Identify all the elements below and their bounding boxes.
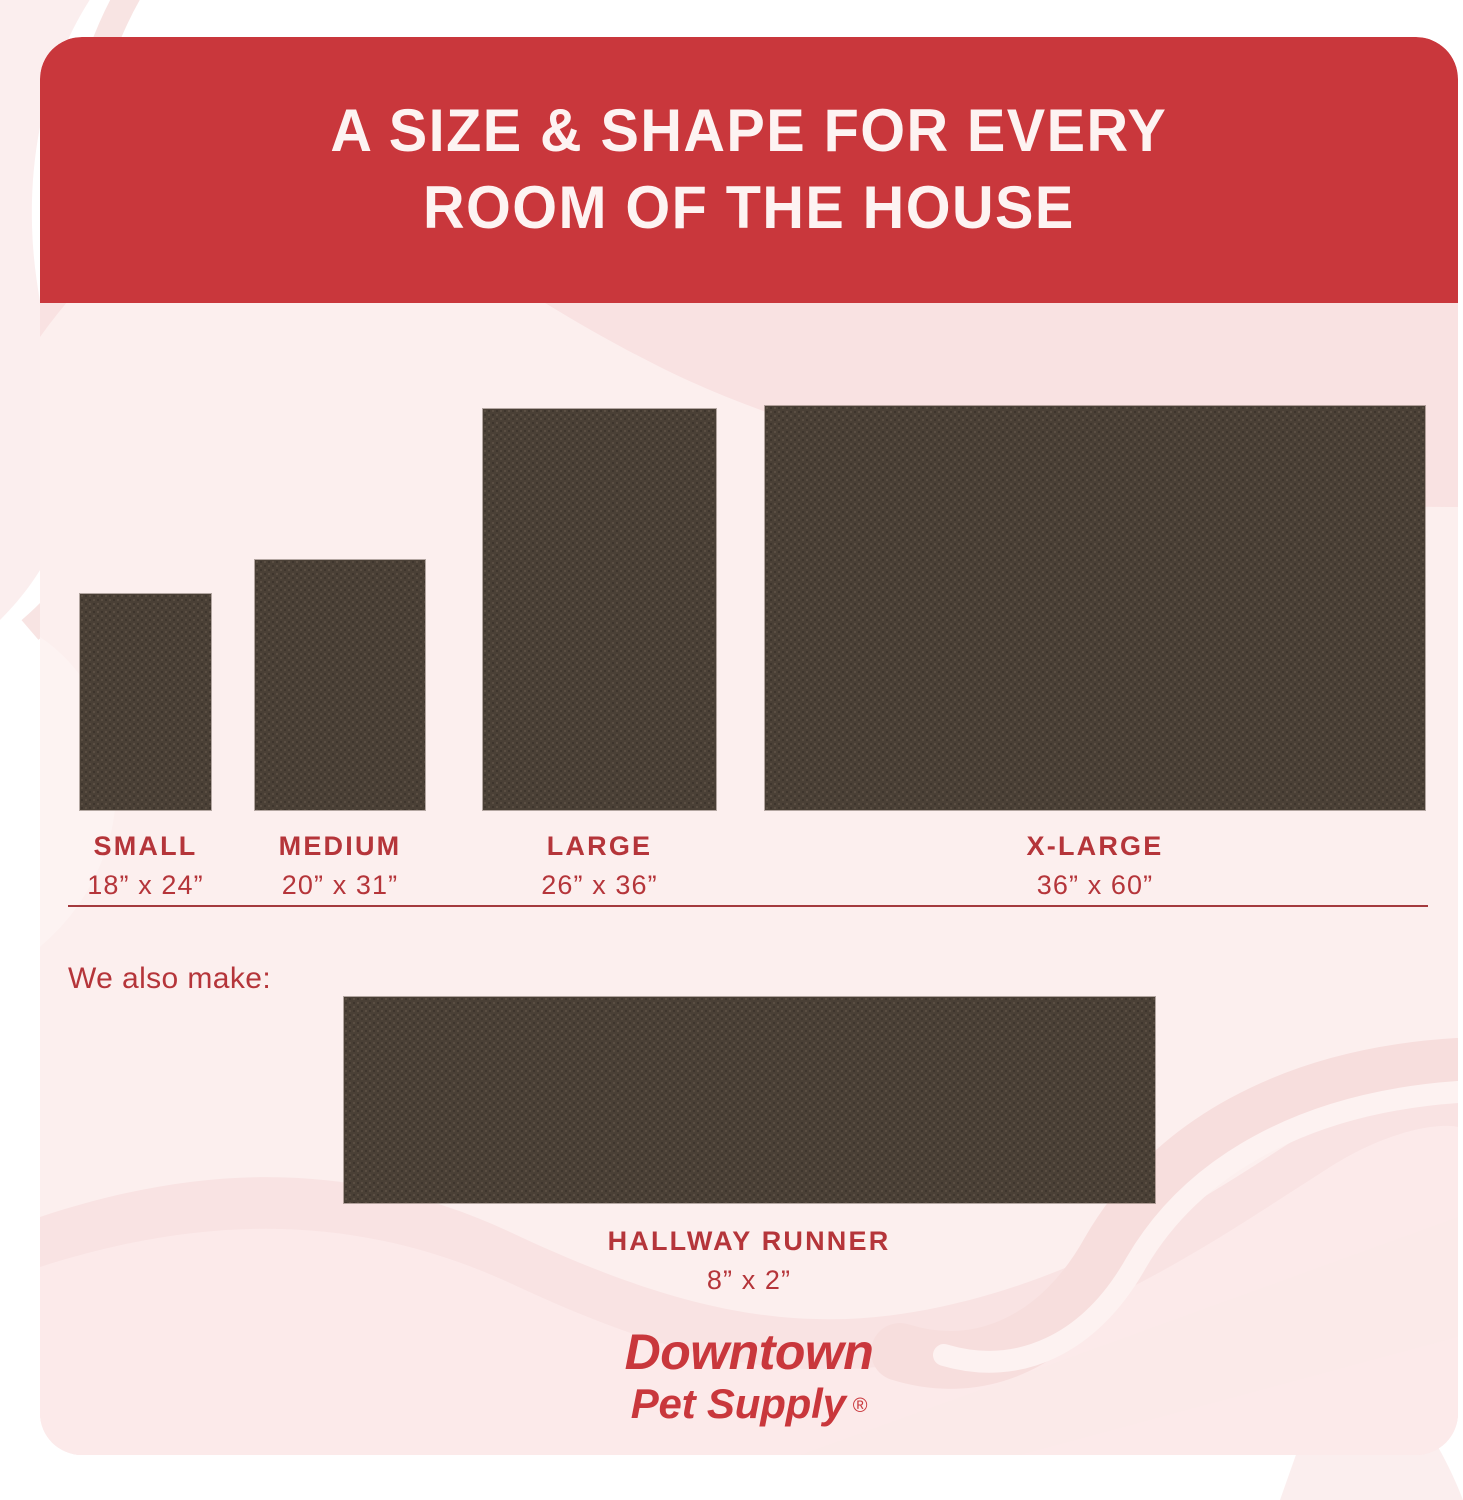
swatch-small: [80, 593, 211, 810]
page-title: A SIZE & SHAPE FOR EVERY ROOM OF THE HOU…: [263, 93, 1234, 247]
swatch-xlarge: [765, 405, 1425, 810]
section-divider: [68, 905, 1428, 907]
size-name-xlarge: X-LARGE: [1026, 830, 1164, 861]
swatch-medium: [255, 559, 425, 810]
size-swatch-row: SMALL 18” x 24” MEDIUM 20” x 31” LARGE 2…: [40, 303, 1458, 903]
diagonal-sheen: [800, 1217, 1458, 1455]
size-item-medium: MEDIUM 20” x 31”: [255, 559, 425, 903]
registered-trademark-icon: ®: [852, 1394, 868, 1417]
size-item-large: LARGE 26” x 36”: [483, 408, 716, 903]
page-title-line-2: ROOM OF THE HOUSE: [423, 174, 1075, 241]
swatch-hallway-runner: [343, 997, 1155, 1203]
size-dimensions-medium: 20” x 31”: [281, 869, 399, 900]
size-label-small: SMALL 18” x 24”: [87, 830, 203, 903]
size-item-small: SMALL 18” x 24”: [80, 593, 211, 903]
runner-label: HALLWAY RUNNER 8” x 2”: [608, 1225, 891, 1298]
page-title-line-1: A SIZE & SHAPE FOR EVERY: [330, 97, 1168, 165]
brand-logo-line-2: Pet Supply ®: [40, 1380, 1458, 1427]
size-dimensions-large: 26” x 36”: [541, 869, 658, 900]
brand-logo: Downtown Pet Supply ®: [40, 1324, 1458, 1428]
size-label-medium: MEDIUM 20” x 31”: [279, 830, 402, 903]
runner-dimensions: 8” x 2”: [706, 1264, 792, 1295]
size-label-large: LARGE 26” x 36”: [541, 830, 657, 903]
brand-logo-line-2-text: Pet Supply: [630, 1380, 846, 1427]
bone-swirl-inner: [933, 1081, 1458, 1373]
size-name-large: LARGE: [546, 830, 653, 861]
size-dimensions-xlarge: 36” x 60”: [1036, 869, 1154, 900]
size-name-small: SMALL: [93, 830, 198, 861]
brand-logo-line-1: Downtown: [624, 1324, 874, 1380]
size-item-xlarge: X-LARGE 36” x 60”: [765, 405, 1425, 903]
swatch-large: [483, 408, 716, 810]
also-make-heading: We also make:: [68, 962, 272, 995]
infographic-card: A SIZE & SHAPE FOR EVERY ROOM OF THE HOU…: [40, 37, 1458, 1455]
size-label-xlarge: X-LARGE 36” x 60”: [1027, 830, 1164, 903]
header-banner: A SIZE & SHAPE FOR EVERY ROOM OF THE HOU…: [40, 37, 1458, 303]
size-name-medium: MEDIUM: [278, 830, 402, 861]
runner-name: HALLWAY RUNNER: [607, 1226, 891, 1256]
size-dimensions-small: 18” x 24”: [87, 869, 204, 900]
runner-item: HALLWAY RUNNER 8” x 2”: [40, 997, 1458, 1298]
